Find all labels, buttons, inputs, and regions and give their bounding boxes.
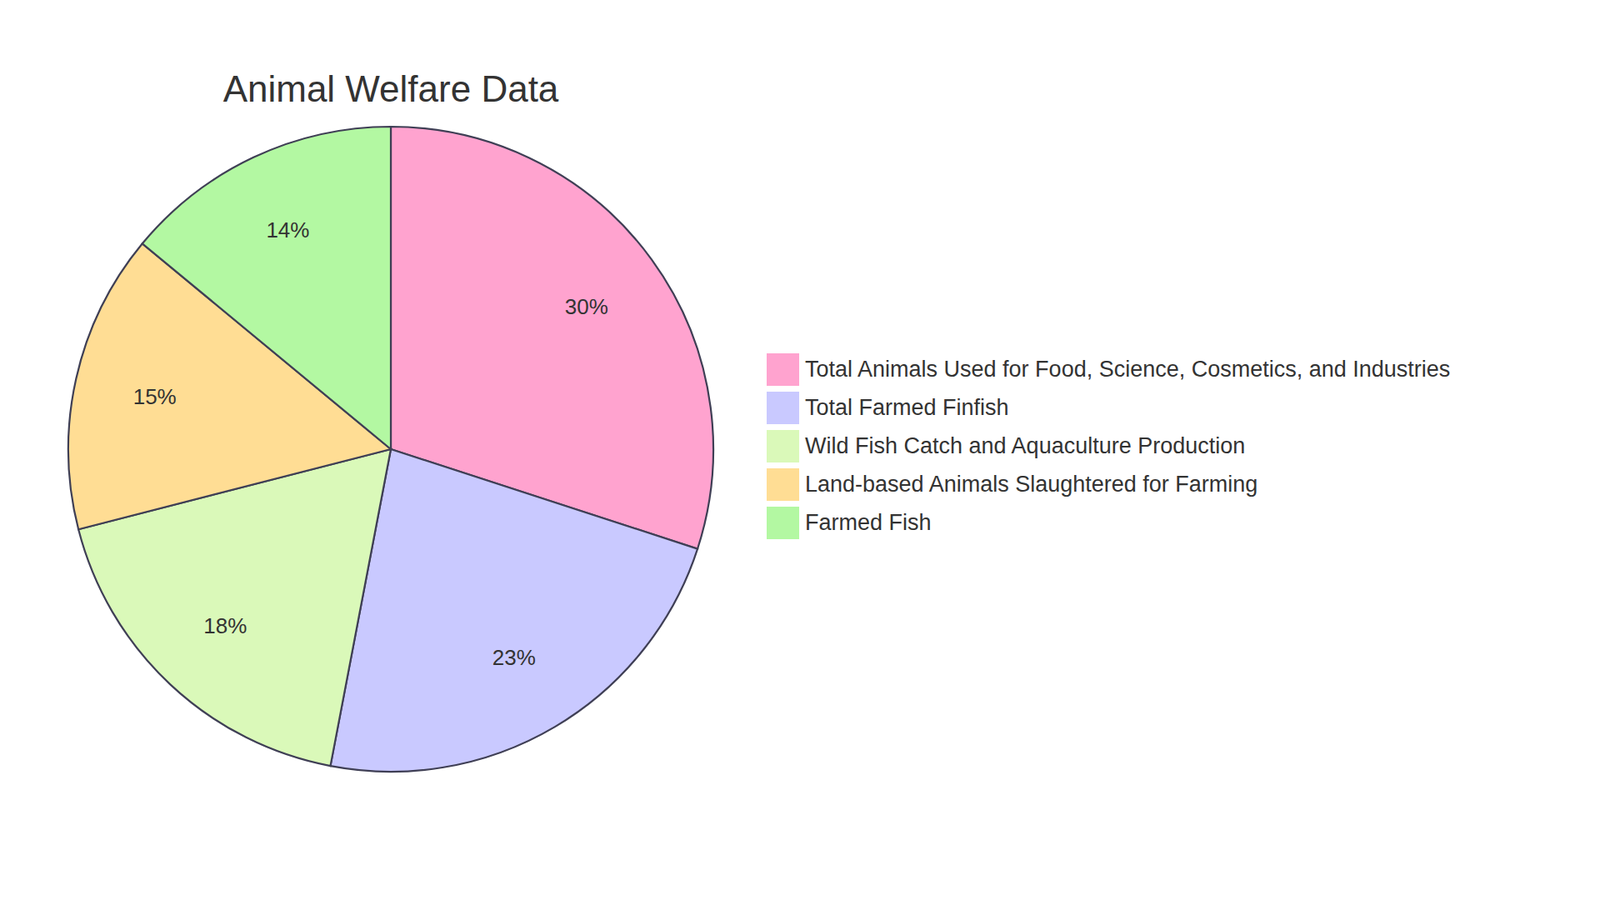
legend-swatch (766, 468, 800, 501)
legend-label: Farmed Fish (805, 510, 932, 535)
legend-label: Total Animals Used for Food, Science, Co… (805, 356, 1450, 382)
data-label: 23% (492, 645, 536, 670)
chart: Animal Welfare Data 30% 23% 18% 15% 14% Total … (0, 0, 1600, 900)
legend-label: Wild Fish Catch and Aquaculture Producti… (805, 433, 1245, 459)
data-label: 18% (203, 613, 247, 639)
data-labels: 30% 23% 18% 15% 14% (133, 217, 609, 670)
legend-swatch (766, 353, 800, 386)
slice (142, 126, 391, 450)
slices (68, 126, 714, 772)
legend-label: Land-based Animals Slaughtered for Farmi… (805, 471, 1258, 497)
legend: Total Animals Used for Food, Science, Co… (766, 353, 1450, 540)
legend-swatch (766, 430, 800, 463)
legend-swatch (766, 506, 800, 540)
legend-label: Total Farmed Finfish (805, 395, 1010, 420)
legend-swatch (766, 391, 800, 425)
data-label: 15% (133, 384, 177, 410)
title: Animal Welfare Data (223, 68, 560, 110)
data-label: 14% (265, 217, 310, 243)
data-label: 30% (565, 294, 609, 320)
slice (330, 449, 698, 772)
